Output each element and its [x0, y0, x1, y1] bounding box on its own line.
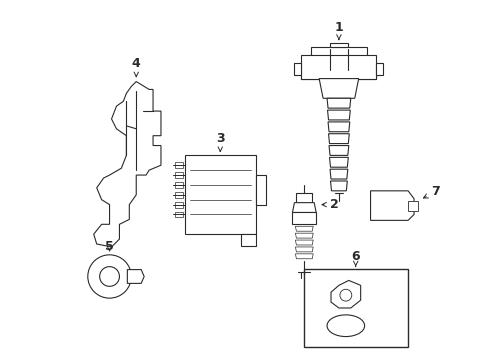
Polygon shape	[310, 47, 366, 71]
Polygon shape	[319, 78, 358, 98]
Polygon shape	[295, 233, 313, 238]
Polygon shape	[330, 181, 346, 191]
Polygon shape	[241, 234, 255, 246]
Polygon shape	[370, 191, 413, 220]
Polygon shape	[373, 195, 380, 212]
Polygon shape	[292, 203, 316, 212]
Circle shape	[100, 267, 119, 286]
Text: 4: 4	[132, 57, 141, 77]
Polygon shape	[295, 254, 313, 259]
Text: 5: 5	[105, 240, 114, 253]
Polygon shape	[329, 43, 347, 47]
Polygon shape	[295, 226, 313, 231]
Bar	[174, 172, 183, 178]
Polygon shape	[388, 195, 395, 212]
Text: 6: 6	[351, 250, 359, 266]
Bar	[174, 192, 183, 198]
Polygon shape	[127, 270, 144, 283]
Text: 3: 3	[216, 132, 224, 152]
Polygon shape	[381, 195, 387, 212]
Polygon shape	[292, 212, 316, 224]
Bar	[174, 202, 183, 208]
Circle shape	[88, 255, 131, 298]
Polygon shape	[301, 71, 376, 78]
Bar	[174, 182, 183, 188]
Bar	[174, 212, 183, 217]
Polygon shape	[327, 110, 349, 120]
Polygon shape	[294, 63, 301, 75]
Text: 2: 2	[322, 198, 338, 211]
Text: 1: 1	[334, 21, 343, 40]
Polygon shape	[255, 175, 265, 204]
Polygon shape	[330, 280, 360, 308]
Polygon shape	[301, 55, 376, 78]
Polygon shape	[329, 157, 347, 167]
Polygon shape	[94, 82, 161, 247]
Polygon shape	[376, 63, 383, 75]
Polygon shape	[326, 98, 350, 108]
Polygon shape	[407, 201, 417, 211]
Bar	[184, 156, 255, 234]
Polygon shape	[328, 134, 348, 144]
Polygon shape	[295, 247, 313, 252]
Bar	[174, 162, 183, 168]
Polygon shape	[396, 195, 404, 212]
Bar	[296, 193, 311, 203]
Bar	[304, 269, 407, 347]
Polygon shape	[328, 145, 348, 156]
Polygon shape	[295, 240, 313, 245]
Ellipse shape	[326, 315, 364, 337]
Polygon shape	[327, 122, 349, 132]
Circle shape	[339, 289, 351, 301]
Polygon shape	[329, 169, 347, 179]
Text: 7: 7	[423, 185, 439, 198]
